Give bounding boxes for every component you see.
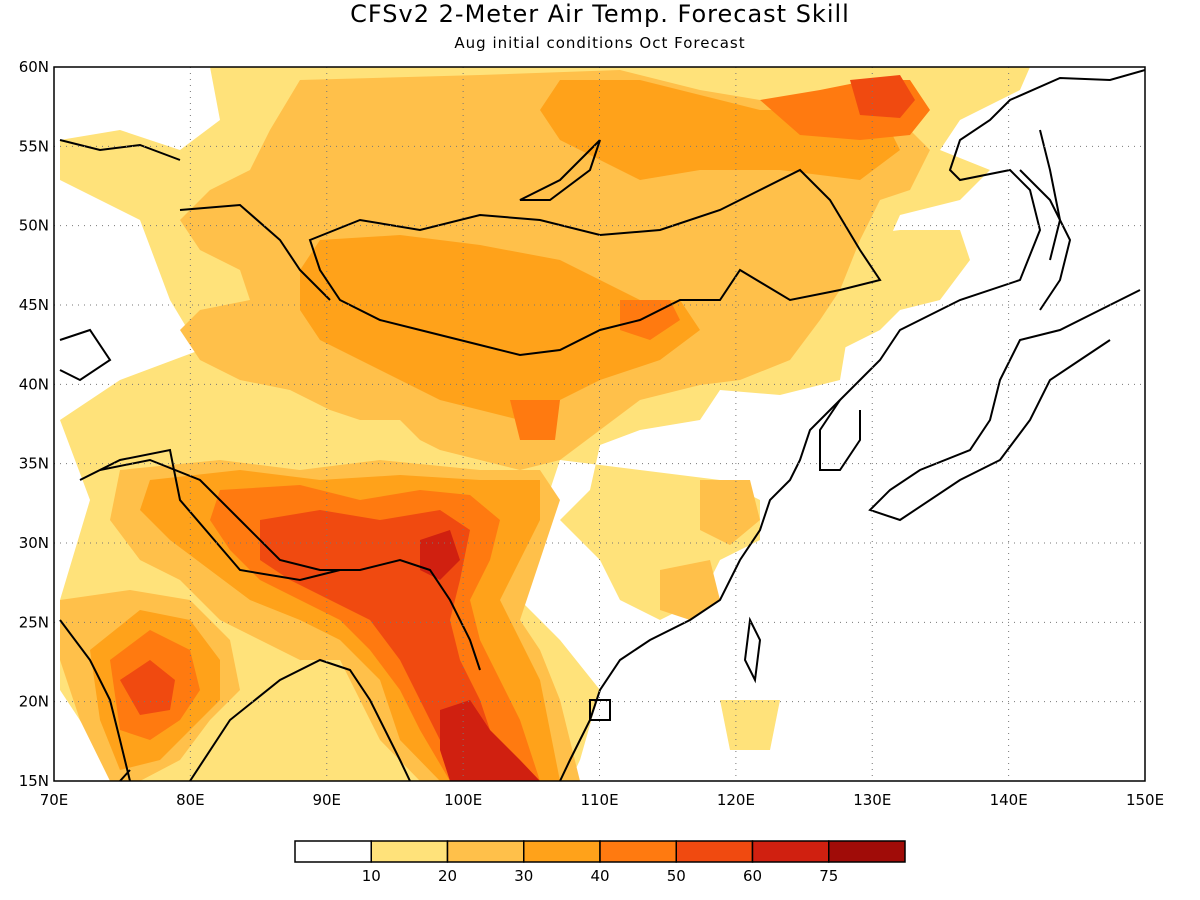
coastlines bbox=[59, 69, 1145, 781]
colorbar-swatch bbox=[294, 840, 372, 863]
coastline-sakhalin bbox=[1039, 129, 1062, 261]
colorbar: 10 20 30 40 50 60 75 bbox=[294, 840, 906, 885]
colorbar-swatch bbox=[675, 840, 754, 863]
colorbar-swatch bbox=[446, 840, 525, 863]
skill-region-level3 bbox=[540, 80, 900, 180]
colorbar-level-label: 10 bbox=[362, 867, 381, 885]
border-mongolia bbox=[308, 168, 882, 357]
latitude-tick-label: 25N bbox=[19, 613, 49, 631]
border-india-north bbox=[79, 448, 341, 582]
coastline-sri-lanka bbox=[119, 769, 131, 781]
map-subtitle: Aug initial conditions Oct Forecast bbox=[454, 34, 746, 52]
border-kazakhstan bbox=[179, 203, 331, 301]
map-title: CFSv2 2-Meter Air Temp. Forecast Skill bbox=[350, 0, 850, 28]
longitude-tick-label: 130E bbox=[853, 791, 891, 809]
coastline-india bbox=[59, 619, 131, 781]
colorbar-swatch bbox=[370, 840, 449, 863]
longitude-tick-label: 90E bbox=[312, 791, 341, 809]
latitude-tick-label: 45N bbox=[19, 296, 49, 314]
colorbar-level-label: 60 bbox=[743, 867, 762, 885]
gridlines bbox=[54, 67, 1145, 781]
longitude-tick-label: 80E bbox=[176, 791, 205, 809]
skill-region-level2-se bbox=[660, 560, 720, 620]
latitude-tick-label: 60N bbox=[19, 58, 49, 76]
latitude-tick-label: 15N bbox=[19, 772, 49, 790]
coastline-bay-of-bengal bbox=[189, 658, 411, 781]
skill-region-level2-yangtze bbox=[700, 480, 760, 545]
latitude-tick-label: 30N bbox=[19, 534, 49, 552]
longitude-axis: 70E 80E 90E 100E 110E 120E 130E 140E 150E bbox=[40, 791, 1164, 809]
skill-region-level4-mongolia bbox=[620, 300, 680, 340]
latitude-tick-label: 50N bbox=[19, 217, 49, 235]
colorbar-level-label: 75 bbox=[819, 867, 838, 885]
coastline-caspian-east bbox=[59, 139, 181, 161]
plot-frame bbox=[53, 66, 1146, 782]
skill-region-level1-south bbox=[720, 700, 780, 750]
coastline-japan bbox=[868, 289, 1141, 522]
colorbar-swatch bbox=[523, 840, 601, 863]
skill-region-level5-india bbox=[120, 660, 175, 715]
skill-region-level6-indochina bbox=[440, 700, 540, 781]
longitude-tick-label: 150E bbox=[1126, 791, 1164, 809]
longitude-tick-label: 110E bbox=[580, 791, 618, 809]
longitude-tick-label: 140E bbox=[990, 791, 1028, 809]
skill-region-level5-siberia bbox=[850, 75, 915, 118]
longitude-tick-label: 100E bbox=[444, 791, 482, 809]
coastline-aral bbox=[59, 328, 112, 382]
colorbar-level-label: 30 bbox=[514, 867, 533, 885]
colorbar-level-label: 40 bbox=[590, 867, 609, 885]
colorbar-swatch bbox=[828, 840, 906, 863]
longitude-tick-label: 70E bbox=[40, 791, 69, 809]
latitude-axis: 15N 20N 25N 30N 35N 40N 45N 50N 55N 60N bbox=[19, 58, 49, 790]
latitude-tick-label: 40N bbox=[19, 375, 49, 393]
colorbar-swatch bbox=[599, 840, 677, 863]
skill-shading bbox=[60, 67, 1030, 781]
colorbar-level-label: 20 bbox=[438, 867, 457, 885]
colorbar-level-label: 50 bbox=[667, 867, 686, 885]
latitude-tick-label: 55N bbox=[19, 137, 49, 155]
coastline-lake-baikal bbox=[519, 139, 601, 201]
coastline-hainan bbox=[589, 699, 611, 721]
coastline-taiwan bbox=[743, 616, 762, 684]
coastline-korea bbox=[819, 399, 861, 471]
coastline-kamchatka bbox=[1019, 169, 1072, 311]
skill-region-level4-north-china bbox=[510, 400, 560, 440]
longitude-tick-label: 120E bbox=[717, 791, 755, 809]
coastline-east-asia bbox=[559, 69, 1145, 781]
colorbar-swatch bbox=[751, 840, 830, 863]
latitude-tick-label: 20N bbox=[19, 693, 49, 711]
latitude-tick-label: 35N bbox=[19, 455, 49, 473]
